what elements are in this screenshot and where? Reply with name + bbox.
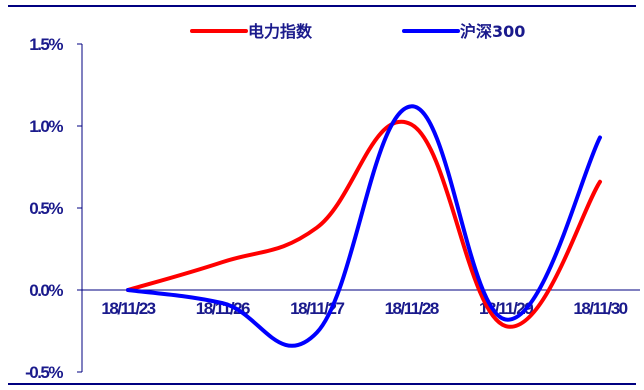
x-axis: 18/11/23 18/11/26 18/11/27 18/11/28 18/11/29… — [82, 289, 640, 318]
x-tick-label: 18/11/26 — [196, 299, 250, 318]
series-line-0 — [126, 119, 602, 329]
x-tick-label: 18/11/23 — [101, 299, 155, 318]
series-lines — [126, 104, 602, 348]
x-tick-label: 18/11/28 — [385, 299, 439, 318]
y-tick-label: 0.0% — [29, 281, 63, 300]
legend-label-0: 电力指数 — [248, 22, 313, 41]
series-line-1 — [126, 104, 602, 348]
legend-label-1: 沪深300 — [460, 22, 525, 41]
y-tick-label: 1.5% — [29, 35, 63, 54]
x-tick-label: 18/11/30 — [573, 299, 627, 318]
y-tick-label: -0.5% — [25, 363, 63, 382]
y-tick-label: 1.0% — [29, 117, 63, 136]
y-axis: -0.5% 0.0% 0.5% 1.0% 1.5% — [25, 35, 83, 382]
y-tick-label: 0.5% — [29, 199, 63, 218]
legend: 电力指数 沪深300 — [190, 22, 525, 41]
